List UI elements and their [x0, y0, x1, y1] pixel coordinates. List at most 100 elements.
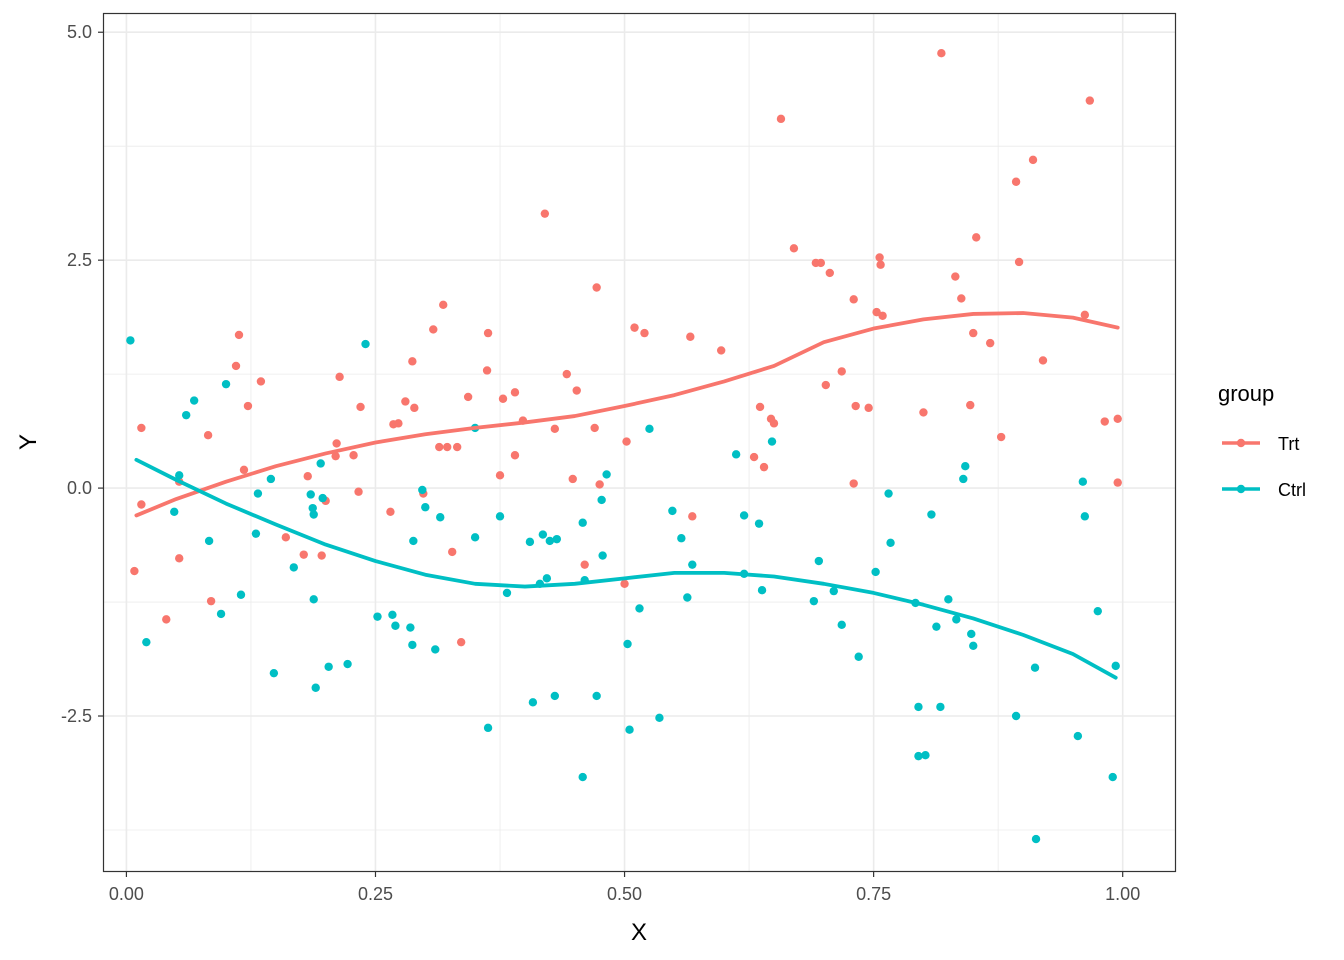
y-axis: -2.5 0.0 2.5 5.0: [61, 22, 104, 726]
data-point-trt: [749, 452, 759, 462]
data-point-trt: [206, 596, 216, 606]
data-point-ctrl: [921, 751, 930, 760]
data-point-ctrl: [961, 462, 970, 471]
data-point-trt: [1014, 257, 1024, 267]
data-point-ctrl: [592, 691, 601, 701]
data-point-ctrl: [837, 620, 846, 630]
data-point-trt: [356, 402, 365, 412]
data-point-ctrl: [635, 604, 644, 613]
legend-title: group: [1218, 381, 1274, 406]
data-point-trt: [456, 637, 466, 647]
smooth-line-ctrl: [134, 457, 1118, 680]
data-point-trt: [985, 338, 995, 348]
data-point-ctrl: [408, 640, 417, 650]
data-point-ctrl: [944, 595, 953, 604]
data-point-trt: [299, 550, 308, 559]
data-point-ctrl: [309, 595, 318, 604]
smooth-line-trt: [134, 311, 1120, 518]
data-point-ctrl: [598, 551, 607, 560]
data-point-ctrl: [886, 538, 895, 547]
data-point-trt: [759, 462, 769, 472]
data-point-ctrl: [406, 623, 415, 632]
data-point-ctrl: [216, 609, 226, 619]
data-point-ctrl: [914, 751, 923, 761]
data-point-trt: [1085, 96, 1095, 105]
data-point-ctrl: [525, 537, 535, 547]
data-point-trt: [401, 397, 410, 406]
data-point-trt: [972, 233, 981, 242]
data-point-ctrl: [668, 506, 677, 516]
data-point-trt: [483, 328, 493, 338]
data-point-trt: [443, 442, 452, 452]
data-point-trt: [482, 366, 492, 375]
data-point-ctrl: [253, 489, 263, 498]
data-point-ctrl: [431, 645, 440, 654]
data-point-trt: [510, 451, 520, 460]
legend-item-ctrl: Ctrl: [1222, 480, 1306, 500]
data-point-trt: [769, 419, 779, 428]
data-point-ctrl: [266, 474, 276, 484]
data-point-trt: [439, 300, 448, 310]
data-point-trt: [463, 392, 473, 402]
data-point-ctrl: [175, 471, 184, 480]
data-point-trt: [1100, 417, 1109, 426]
data-point-ctrl: [181, 410, 191, 420]
data-point-ctrl: [545, 536, 555, 546]
data-point-ctrl: [550, 691, 560, 701]
y-tick-label: 5.0: [67, 22, 92, 42]
data-point-ctrl: [142, 637, 151, 647]
data-point-trt: [137, 500, 146, 509]
data-point-trt: [410, 403, 419, 413]
data-point-ctrl: [1031, 834, 1041, 844]
data-point-ctrl: [952, 615, 961, 624]
data-point-trt: [349, 451, 358, 460]
data-point-ctrl: [967, 629, 976, 639]
data-point-trt: [849, 295, 858, 304]
data-point-ctrl: [683, 593, 692, 602]
data-point-ctrl: [677, 534, 686, 543]
data-point-ctrl: [1011, 711, 1021, 721]
data-point-ctrl: [126, 336, 135, 345]
x-axis-title: X: [631, 919, 647, 946]
data-point-trt: [864, 403, 873, 413]
data-point-trt: [394, 419, 403, 428]
data-point-ctrl: [578, 518, 587, 527]
data-point-trt: [580, 560, 589, 569]
data-point-trt: [510, 388, 520, 397]
data-point-trt: [1080, 310, 1090, 320]
data-point-ctrl: [623, 639, 632, 649]
data-point-trt: [386, 507, 395, 516]
data-point-ctrl: [754, 519, 764, 528]
data-point-ctrl: [189, 396, 199, 405]
data-point-trt: [429, 325, 438, 334]
data-point-ctrl: [204, 536, 214, 546]
data-point-trt: [875, 253, 884, 262]
data-point-ctrl: [625, 725, 634, 734]
data-point-ctrl: [236, 590, 246, 599]
data-point-ctrl: [969, 641, 978, 651]
data-point-trt: [408, 357, 417, 366]
data-point-trt: [620, 579, 629, 589]
data-point-ctrl: [316, 459, 325, 468]
data-point-trt: [776, 114, 786, 124]
data-point-ctrl: [936, 702, 945, 712]
data-point-trt: [937, 49, 946, 58]
data-point-ctrl: [1073, 731, 1083, 741]
minor-gridlines: [104, 14, 1175, 871]
legend-key-point: [1236, 438, 1246, 448]
data-point-ctrl: [470, 533, 480, 542]
data-point-trt: [996, 432, 1006, 442]
data-point-ctrl: [388, 610, 397, 620]
data-point-trt: [317, 551, 326, 560]
data-point-ctrl: [602, 470, 611, 479]
data-point-ctrl: [959, 474, 968, 484]
data-point-ctrl: [170, 507, 179, 516]
data-point-trt: [332, 439, 341, 448]
data-point-trt: [203, 431, 213, 440]
data-point-trt: [234, 330, 244, 340]
data-point-ctrl: [829, 586, 838, 596]
data-point-ctrl: [655, 713, 664, 723]
data-point-ctrl: [932, 622, 941, 631]
data-point-trt: [568, 474, 577, 484]
